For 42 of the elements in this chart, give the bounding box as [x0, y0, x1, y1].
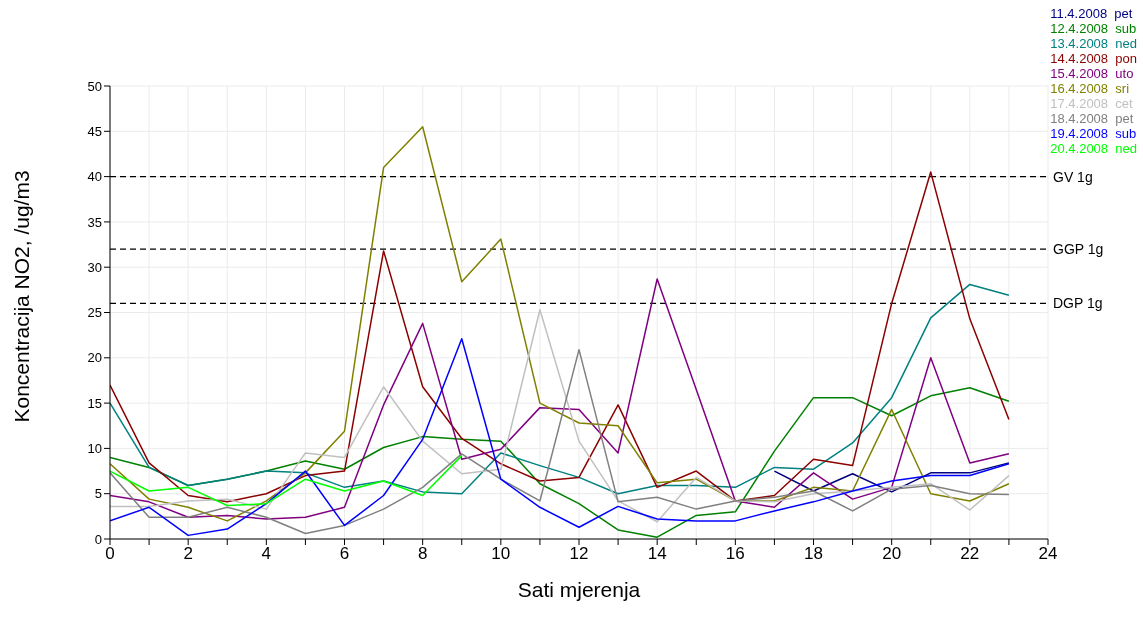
ref-line-label: DGP 1g [1053, 295, 1103, 312]
x-tick-label: 12 [569, 544, 589, 564]
text: 16.4.2008 sri [1050, 81, 1131, 96]
x-tick-label: 20 [882, 544, 902, 564]
y-tick-label: 5 [94, 486, 102, 502]
y-tick-label: 50 [87, 78, 102, 94]
text: 11.4.2008 pet [1050, 6, 1134, 21]
line-series [110, 126, 1010, 522]
y-tick-label: 30 [87, 259, 102, 275]
y-tick-label: 20 [87, 350, 102, 366]
y-tick-label: 0 [94, 531, 102, 547]
x-tick-label: 10 [491, 544, 511, 564]
text: 12.4.2008 sub [1050, 21, 1137, 36]
x-tick-label: 14 [647, 544, 667, 564]
x-tick-label: 4 [261, 544, 272, 564]
y-tick-label: 35 [87, 214, 102, 230]
y-axis-title: Koncentracija NO2, /ug/m3 [10, 170, 34, 423]
text: 14.4.2008 pon [1050, 51, 1137, 66]
y-tick-label: 15 [87, 395, 102, 411]
x-tick-label: 24 [1038, 544, 1058, 564]
x-tick-label: 22 [960, 544, 980, 564]
ref-line-label: GGP 1g [1053, 241, 1104, 258]
text: 15.4.2008 uto [1050, 66, 1135, 81]
text: 13.4.2008 ned [1050, 36, 1137, 51]
text: 20.4.2008 ned [1050, 141, 1137, 156]
y-tick-label: 40 [87, 169, 102, 185]
text: 18.4.2008 pet [1050, 111, 1135, 126]
x-axis-title: Sati mjerenja [517, 578, 641, 601]
line-series [110, 171, 1010, 503]
line-series [773, 462, 1010, 493]
line-series [110, 454, 463, 507]
x-tick-label: 16 [725, 544, 745, 564]
x-tick-label: 8 [417, 544, 428, 564]
text: 19.4.2008 sub [1050, 126, 1137, 141]
y-tick-label: 45 [87, 123, 102, 139]
x-tick-label: 2 [183, 544, 193, 564]
ref-line-label: GV 1g [1053, 168, 1093, 185]
x-tick-label: 6 [339, 544, 350, 564]
y-tick-label: 10 [87, 441, 102, 457]
text: 17.4.2008 cet [1050, 96, 1134, 111]
y-tick-label: 25 [87, 305, 102, 321]
x-tick-label: 18 [804, 544, 823, 564]
